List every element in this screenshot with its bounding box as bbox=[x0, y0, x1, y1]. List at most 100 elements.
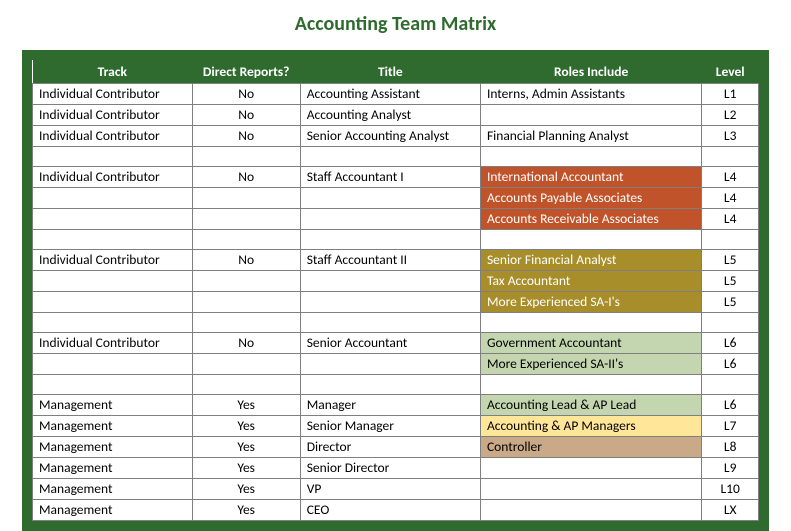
cell-track: Individual Contributor bbox=[33, 84, 193, 105]
cell-roles bbox=[480, 375, 701, 395]
cell-title: Senior Accountant bbox=[300, 333, 480, 354]
cell-direct: Yes bbox=[192, 437, 300, 458]
cell-track bbox=[33, 147, 193, 167]
table-row: ManagementYesManagerAccounting Lead & AP… bbox=[33, 395, 759, 416]
cell-title bbox=[300, 354, 480, 375]
cell-level: L6 bbox=[702, 354, 759, 375]
cell-title: Accounting Assistant bbox=[300, 84, 480, 105]
cell-title: CEO bbox=[300, 500, 480, 521]
col-header-roles: Roles Include bbox=[480, 60, 701, 84]
cell-roles bbox=[480, 230, 701, 250]
table-row: More Experienced SA-I'sL5 bbox=[33, 292, 759, 313]
table-row bbox=[33, 375, 759, 395]
cell-track bbox=[33, 271, 193, 292]
cell-track: Individual Contributor bbox=[33, 126, 193, 147]
cell-title bbox=[300, 209, 480, 230]
col-header-level: Level bbox=[702, 60, 759, 84]
cell-title bbox=[300, 188, 480, 209]
cell-track: Management bbox=[33, 458, 193, 479]
cell-roles: Controller bbox=[480, 437, 701, 458]
table-row bbox=[33, 230, 759, 250]
cell-track bbox=[33, 313, 193, 333]
cell-direct bbox=[192, 354, 300, 375]
cell-level: L9 bbox=[702, 458, 759, 479]
cell-roles bbox=[480, 313, 701, 333]
table-row: ManagementYesSenior ManagerAccounting & … bbox=[33, 416, 759, 437]
cell-title: Senior Director bbox=[300, 458, 480, 479]
cell-roles: Interns, Admin Assistants bbox=[480, 84, 701, 105]
table-row: Individual ContributorNoAccounting Analy… bbox=[33, 105, 759, 126]
cell-level bbox=[702, 147, 759, 167]
cell-roles: Accounting & AP Managers bbox=[480, 416, 701, 437]
cell-track: Management bbox=[33, 479, 193, 500]
table-row bbox=[33, 147, 759, 167]
table-row: ManagementYesSenior Director L9 bbox=[33, 458, 759, 479]
col-header-track: Track bbox=[33, 60, 193, 84]
cell-direct bbox=[192, 230, 300, 250]
cell-title: Senior Accounting Analyst bbox=[300, 126, 480, 147]
cell-direct: Yes bbox=[192, 416, 300, 437]
cell-direct bbox=[192, 292, 300, 313]
cell-level bbox=[702, 313, 759, 333]
table-row: Individual ContributorNoAccounting Assis… bbox=[33, 84, 759, 105]
cell-roles bbox=[480, 458, 701, 479]
cell-level: L2 bbox=[702, 105, 759, 126]
matrix-container: Track Direct Reports? Title Roles Includ… bbox=[22, 50, 769, 531]
cell-title bbox=[300, 271, 480, 292]
col-header-title: Title bbox=[300, 60, 480, 84]
cell-title: Senior Manager bbox=[300, 416, 480, 437]
table-row: Individual ContributorNoSenior Accountin… bbox=[33, 126, 759, 147]
cell-direct: Yes bbox=[192, 479, 300, 500]
table-row: ManagementYesVP L10 bbox=[33, 479, 759, 500]
cell-direct: Yes bbox=[192, 395, 300, 416]
col-header-direct: Direct Reports? bbox=[192, 60, 300, 84]
cell-direct: No bbox=[192, 126, 300, 147]
cell-direct: No bbox=[192, 105, 300, 126]
table-row: Tax AccountantL5 bbox=[33, 271, 759, 292]
cell-level: L6 bbox=[702, 333, 759, 354]
cell-track bbox=[33, 188, 193, 209]
cell-direct: No bbox=[192, 250, 300, 271]
cell-title: Accounting Analyst bbox=[300, 105, 480, 126]
cell-direct: Yes bbox=[192, 500, 300, 521]
cell-roles: Government Accountant bbox=[480, 333, 701, 354]
cell-direct bbox=[192, 209, 300, 230]
cell-direct bbox=[192, 147, 300, 167]
cell-roles bbox=[480, 479, 701, 500]
cell-level: L4 bbox=[702, 167, 759, 188]
table-row: Accounts Receivable AssociatesL4 bbox=[33, 209, 759, 230]
cell-level: L5 bbox=[702, 271, 759, 292]
table-row: Individual ContributorNoStaff Accountant… bbox=[33, 167, 759, 188]
cell-track bbox=[33, 292, 193, 313]
header-row: Track Direct Reports? Title Roles Includ… bbox=[33, 60, 759, 84]
cell-roles: Accounts Payable Associates bbox=[480, 188, 701, 209]
cell-level: LX bbox=[702, 500, 759, 521]
cell-level: L3 bbox=[702, 126, 759, 147]
cell-track: Individual Contributor bbox=[33, 250, 193, 271]
table-row: Individual ContributorNoSenior Accountan… bbox=[33, 333, 759, 354]
cell-roles: Financial Planning Analyst bbox=[480, 126, 701, 147]
cell-direct bbox=[192, 271, 300, 292]
cell-title bbox=[300, 292, 480, 313]
cell-direct: Yes bbox=[192, 458, 300, 479]
cell-title: Manager bbox=[300, 395, 480, 416]
cell-level: L4 bbox=[702, 209, 759, 230]
cell-track: Management bbox=[33, 395, 193, 416]
table-row: Accounts Payable AssociatesL4 bbox=[33, 188, 759, 209]
cell-track: Individual Contributor bbox=[33, 333, 193, 354]
cell-title bbox=[300, 375, 480, 395]
table-body: Individual ContributorNoAccounting Assis… bbox=[33, 84, 759, 521]
cell-level: L1 bbox=[702, 84, 759, 105]
cell-level bbox=[702, 230, 759, 250]
cell-track: Management bbox=[33, 437, 193, 458]
table-row: ManagementYesDirectorControllerL8 bbox=[33, 437, 759, 458]
cell-roles: Tax Accountant bbox=[480, 271, 701, 292]
cell-level: L5 bbox=[702, 250, 759, 271]
cell-level: L10 bbox=[702, 479, 759, 500]
cell-track: Individual Contributor bbox=[33, 167, 193, 188]
cell-level bbox=[702, 375, 759, 395]
cell-title: VP bbox=[300, 479, 480, 500]
page-title: Accounting Team Matrix bbox=[22, 12, 769, 36]
cell-track bbox=[33, 354, 193, 375]
cell-direct bbox=[192, 375, 300, 395]
